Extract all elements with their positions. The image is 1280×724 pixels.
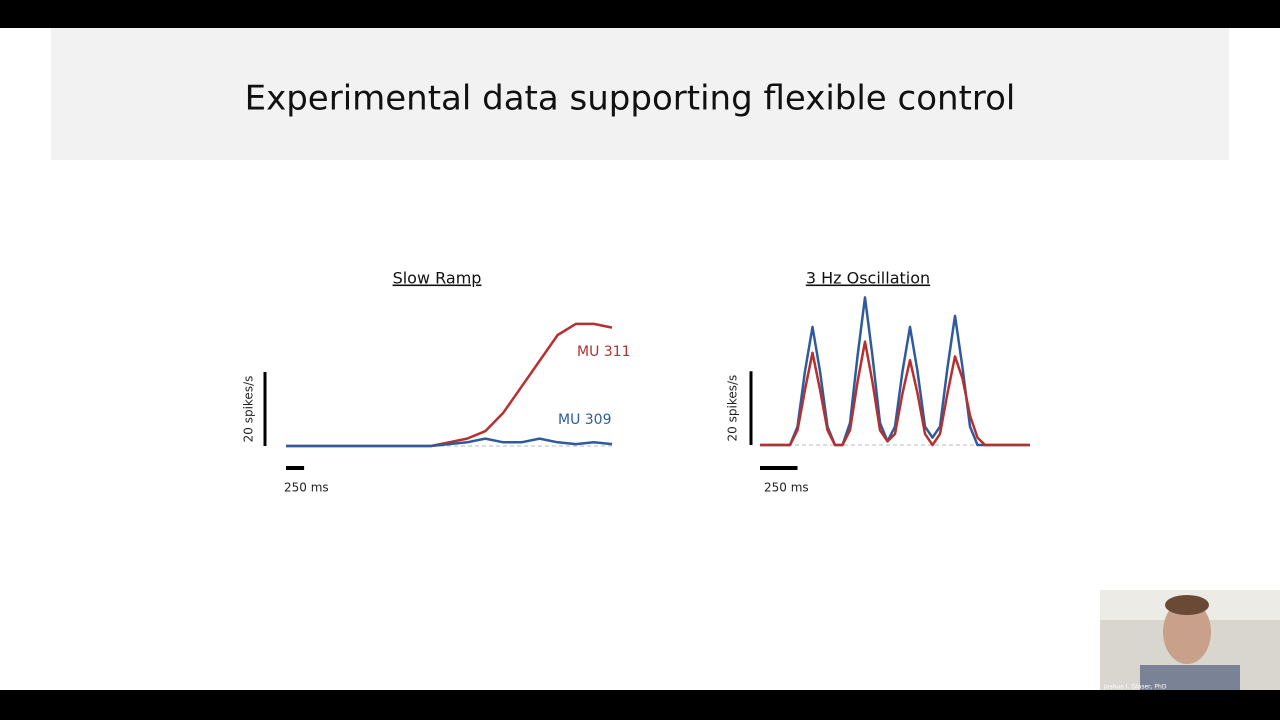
hair [1165,595,1209,615]
webcam-caption: Joshua I. Glaser, PhD [1103,684,1167,691]
title-band [51,28,1229,160]
chart-title: 3 Hz Oscillation [806,269,930,288]
y-scale-label: 20 spikes/s [726,375,740,442]
shirt [1140,665,1240,690]
face [1163,600,1211,664]
series-label: MU 311 [577,344,631,360]
webcam: Joshua I. Glaser, PhD [1100,590,1280,691]
series-line [286,437,613,448]
series-label: MU 309 [558,412,612,428]
slide-title: Experimental data supporting flexible co… [245,79,1016,119]
bottom-bar [0,690,1280,720]
series-line [760,340,1030,447]
x-scale-label: 250 ms [284,481,329,495]
x-scale-label: 250 ms [764,481,809,495]
chart-title: Slow Ramp [393,269,482,288]
series-line [760,296,1030,447]
y-scale-label: 20 spikes/s [242,376,256,443]
top-bar [0,0,1280,28]
